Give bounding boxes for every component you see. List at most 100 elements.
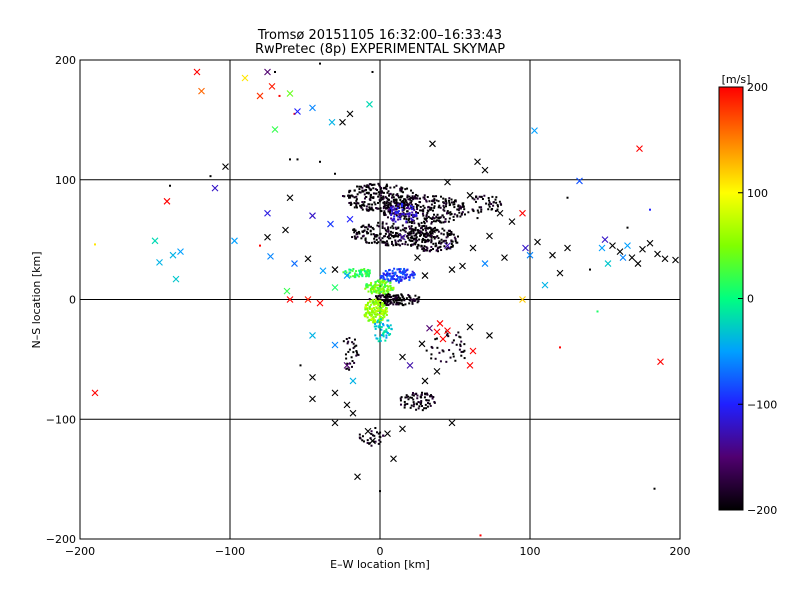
data-dot — [349, 362, 352, 365]
data-dot — [410, 396, 413, 399]
data-dot — [426, 402, 429, 405]
data-dot — [410, 230, 413, 233]
data-dot — [387, 303, 390, 306]
data-dot — [372, 197, 375, 200]
data-dot — [395, 294, 398, 297]
data-dot — [351, 360, 354, 363]
data-dot — [441, 227, 444, 230]
data-dot — [358, 272, 361, 275]
data-points — [91, 62, 679, 537]
data-cross — [406, 361, 414, 369]
data-dot — [421, 409, 424, 412]
data-dot — [371, 309, 374, 312]
data-dot — [408, 203, 411, 206]
data-dot — [381, 226, 384, 229]
data-dot — [379, 209, 382, 212]
data-dot — [445, 200, 448, 203]
data-cross — [624, 242, 631, 250]
data-dot — [382, 324, 385, 327]
data-dot — [377, 295, 380, 298]
data-dot — [460, 354, 463, 357]
data-dot — [374, 440, 377, 443]
data-dot — [395, 203, 398, 206]
data-cross — [343, 361, 351, 369]
data-dot — [460, 350, 463, 353]
data-dot — [399, 297, 402, 300]
data-dot — [372, 316, 375, 319]
data-dot — [379, 291, 382, 294]
data-cross — [421, 272, 429, 279]
data-cross — [616, 248, 624, 255]
data-dot — [395, 211, 398, 214]
data-dot — [445, 242, 448, 245]
data-cross — [369, 437, 376, 445]
data-cross — [309, 332, 316, 339]
data-dot — [397, 281, 400, 284]
data-dot — [417, 407, 420, 410]
data-dot — [415, 238, 418, 241]
data-dot — [429, 217, 432, 220]
data-dot — [435, 228, 438, 231]
data-dot — [439, 360, 442, 363]
data-dot — [373, 308, 376, 311]
data-dot — [430, 222, 433, 225]
data-dot — [372, 228, 375, 231]
data-dot — [394, 198, 397, 201]
y-tick-label: 200 — [55, 54, 76, 67]
data-dot — [399, 403, 402, 406]
data-dot — [413, 222, 416, 225]
data-dot — [406, 194, 409, 197]
data-dot — [365, 315, 368, 318]
data-dot — [414, 393, 417, 396]
data-dot — [379, 336, 382, 339]
data-dot — [401, 295, 404, 298]
data-dot — [410, 221, 413, 224]
data-cross — [399, 233, 406, 241]
data-dot — [495, 201, 498, 204]
data-dot — [402, 298, 405, 301]
data-dot — [434, 357, 437, 360]
data-dot — [392, 294, 395, 297]
x-axis-label: E–W location [km] — [330, 558, 430, 571]
data-dot — [387, 206, 390, 209]
data-dot — [353, 345, 356, 348]
data-dot — [363, 184, 366, 187]
data-dot — [566, 196, 569, 199]
data-dot — [436, 213, 439, 216]
data-dot — [416, 229, 419, 232]
data-dot — [365, 226, 368, 229]
data-dot — [374, 282, 377, 285]
data-dot — [415, 232, 418, 235]
data-dot — [359, 204, 362, 207]
data-dot — [443, 220, 446, 223]
data-dot — [394, 241, 397, 244]
data-dot — [376, 188, 379, 191]
data-dot — [435, 215, 438, 218]
data-dot — [413, 196, 416, 199]
data-dot — [442, 221, 445, 224]
data-dot — [480, 206, 483, 209]
data-cross — [151, 237, 159, 245]
data-dot — [417, 231, 420, 234]
data-dot — [393, 273, 396, 276]
data-dot — [401, 242, 404, 245]
data-dot — [383, 278, 386, 281]
data-dot — [459, 206, 462, 209]
data-dot — [384, 229, 387, 232]
data-dot — [392, 212, 395, 215]
data-dot — [358, 185, 361, 188]
data-dot — [414, 226, 417, 229]
data-dot — [386, 284, 389, 287]
data-dot — [366, 439, 369, 442]
data-dot — [386, 200, 389, 203]
data-cross — [448, 419, 456, 427]
data-dot — [372, 320, 375, 323]
data-dot — [377, 326, 380, 329]
data-dot — [425, 227, 428, 230]
data-dot — [497, 205, 500, 208]
data-dot — [438, 246, 441, 249]
data-dot — [410, 189, 413, 192]
data-dot — [377, 284, 380, 287]
data-dot — [393, 218, 396, 221]
data-cross — [444, 178, 451, 186]
